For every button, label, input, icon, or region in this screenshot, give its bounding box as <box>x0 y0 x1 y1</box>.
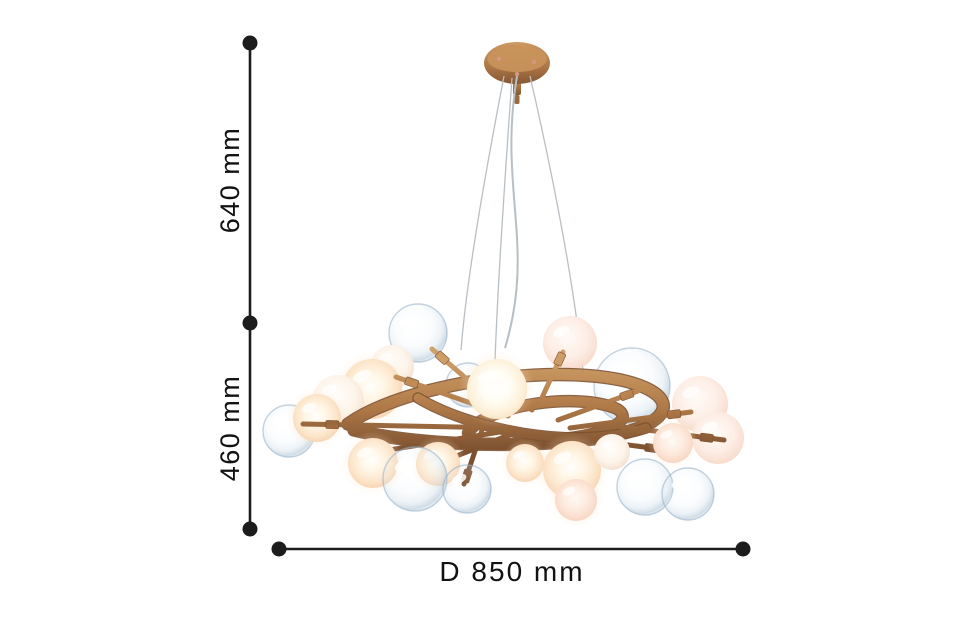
globe-highlight <box>553 451 572 464</box>
globe-highlight <box>682 386 700 399</box>
lamp-socket <box>553 351 566 367</box>
globe-highlight <box>451 473 467 484</box>
globe-highlight <box>353 370 372 383</box>
globe-highlight <box>552 325 570 338</box>
chandelier <box>262 42 744 527</box>
lamp-socket <box>435 350 450 365</box>
globe-body <box>661 467 715 521</box>
canopy-top-face <box>487 45 547 73</box>
globe-litpink <box>549 473 603 527</box>
globe-body <box>442 464 492 514</box>
globe-body <box>594 434 630 470</box>
globe-highlight <box>701 421 718 433</box>
dimension-dot-right <box>735 541 751 557</box>
dimension-dot-top <box>242 35 258 51</box>
suspension-cable <box>494 77 513 363</box>
dimension-dot-left <box>271 541 287 557</box>
globe-clear <box>661 467 715 521</box>
suspension-cable <box>460 75 505 351</box>
globe-clear <box>616 458 674 516</box>
globe-frost <box>594 434 630 470</box>
globe-highlight <box>660 430 673 439</box>
canopy-cord-grip <box>514 95 520 104</box>
globe-body <box>467 359 527 419</box>
globe-litpink <box>647 417 699 469</box>
dimension-annotations: 640 mm 460 mm D 850 mm <box>215 35 751 587</box>
globe-body <box>382 446 448 512</box>
globe-highlight <box>301 402 317 413</box>
canopy-screw <box>496 56 502 62</box>
lamp-socket <box>699 432 714 443</box>
globe-body <box>555 479 597 521</box>
height-lower-label: 460 mm <box>215 375 245 482</box>
dimension-dot-bottom <box>242 521 258 537</box>
globe-highlight <box>357 447 373 458</box>
globe-highlight <box>627 469 645 482</box>
globe-body <box>543 316 597 370</box>
globe-clear <box>442 464 492 514</box>
suspension-cable <box>504 75 519 349</box>
globe-frostpink <box>543 316 597 370</box>
lamp-socket <box>619 389 635 401</box>
globe-clear <box>382 446 448 512</box>
globe-highlight <box>513 451 525 460</box>
glass-globes-front <box>341 350 715 527</box>
globe-highlight <box>394 458 415 473</box>
canopy-screw <box>531 59 537 65</box>
globe-body <box>293 394 341 442</box>
canopy-screw <box>514 71 520 77</box>
lamp-socket <box>404 376 420 389</box>
height-upper-label: 640 mm <box>215 127 245 234</box>
diameter-label: D 850 mm <box>439 556 584 587</box>
globe-highlight <box>671 477 688 489</box>
suspension-cables <box>460 75 584 373</box>
globe-highlight <box>272 414 289 426</box>
globe-litbright <box>458 350 536 428</box>
globe-body <box>653 423 693 463</box>
dimension-dot-middle <box>242 315 258 331</box>
globe-highlight <box>600 440 612 449</box>
lamp-socket <box>325 420 340 429</box>
globe-highlight <box>399 314 418 327</box>
ceiling-canopy <box>484 42 550 104</box>
globe-highlight <box>478 370 497 383</box>
globe-lit <box>286 387 348 449</box>
globe-highlight <box>562 486 576 496</box>
